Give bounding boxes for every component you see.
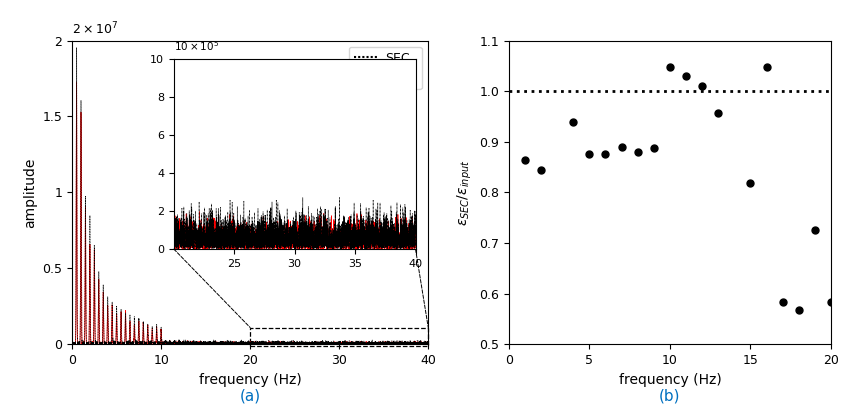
Point xyxy=(615,144,628,151)
Point xyxy=(744,179,757,186)
Point xyxy=(760,64,773,70)
Point xyxy=(695,83,709,90)
Point xyxy=(679,73,693,79)
Bar xyxy=(250,328,428,346)
Point xyxy=(566,118,580,125)
Point xyxy=(599,151,612,158)
Point xyxy=(711,110,725,116)
Point xyxy=(792,307,806,313)
Text: $2\times10^{7}$: $2\times10^{7}$ xyxy=(72,21,118,37)
Point xyxy=(808,227,822,233)
Point xyxy=(518,157,532,164)
Point xyxy=(647,145,661,151)
Point xyxy=(534,166,548,173)
X-axis label: frequency (Hz): frequency (Hz) xyxy=(618,373,722,386)
Point xyxy=(631,149,644,155)
Text: (b): (b) xyxy=(659,389,681,404)
Point xyxy=(583,151,596,158)
Point xyxy=(776,299,789,305)
Legend: SEC, input: SEC, input xyxy=(349,47,422,89)
Y-axis label: $\varepsilon_{SEC}/\varepsilon_{input}$: $\varepsilon_{SEC}/\varepsilon_{input}$ xyxy=(455,159,473,226)
Text: (a): (a) xyxy=(240,389,260,404)
Y-axis label: amplitude: amplitude xyxy=(23,157,36,228)
Point xyxy=(824,299,838,305)
Point xyxy=(663,64,677,70)
X-axis label: frequency (Hz): frequency (Hz) xyxy=(198,373,302,386)
Text: $10\times10^{5}$: $10\times10^{5}$ xyxy=(174,39,219,53)
